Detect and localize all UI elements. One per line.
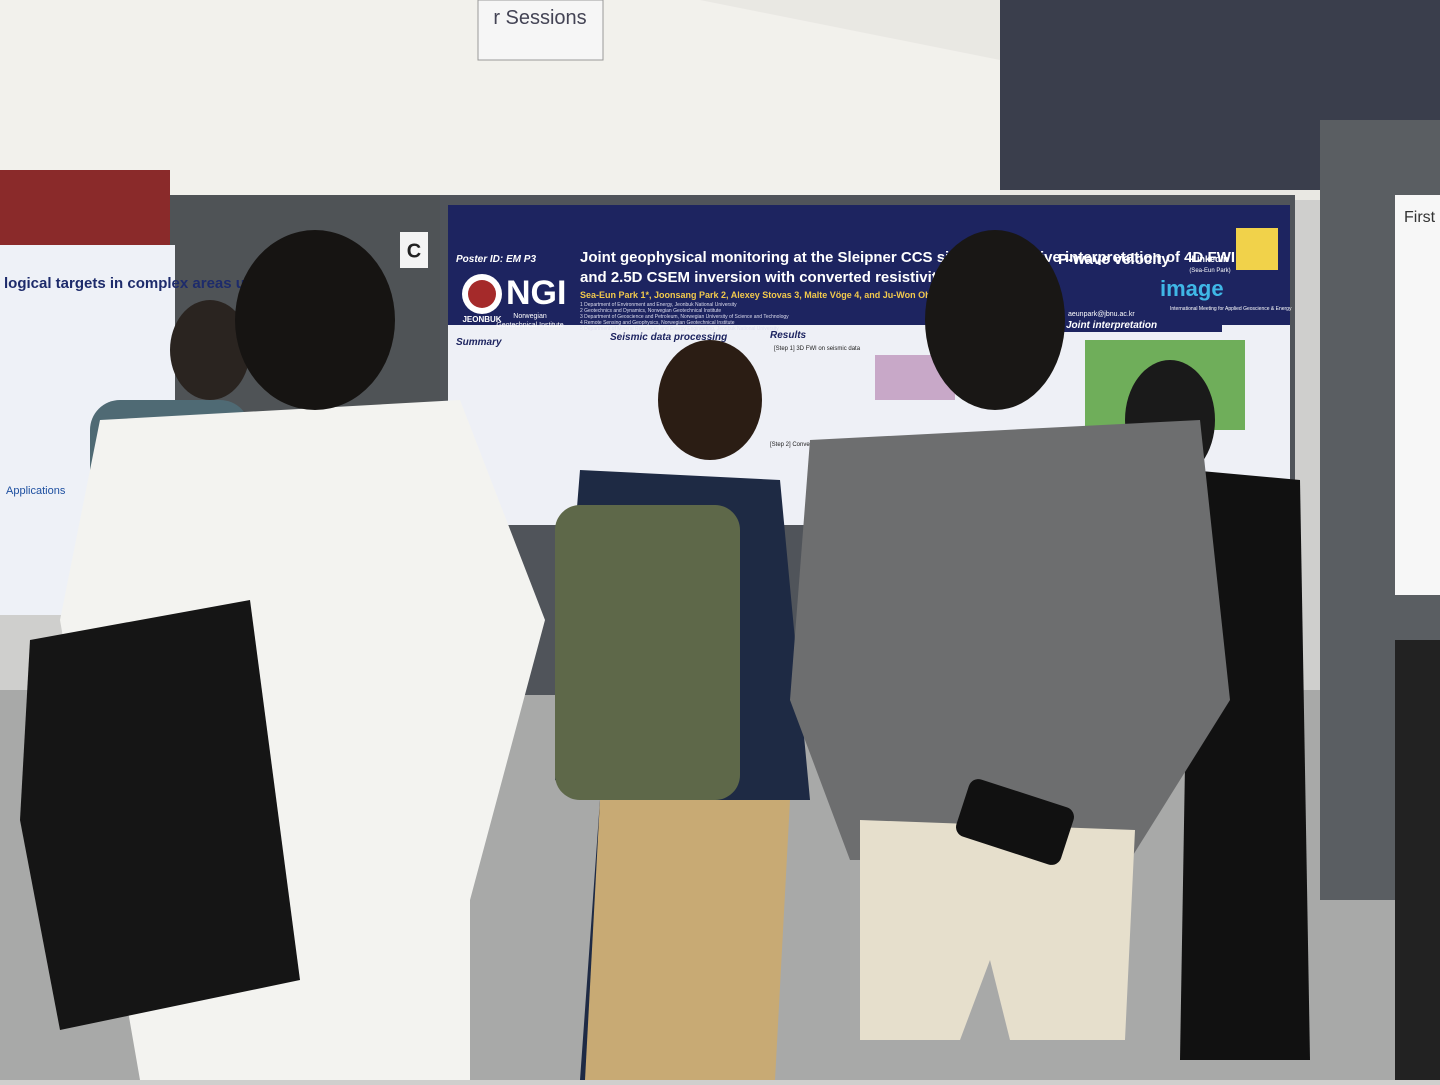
- section-header: Results: [770, 330, 807, 341]
- board-label: [400, 232, 428, 268]
- person-shorts: [860, 820, 1135, 1040]
- section-bar: [1062, 318, 1222, 332]
- section-header: Seismic data processing: [610, 332, 727, 343]
- right-poster-title: First: [1404, 209, 1436, 226]
- person-head: [170, 300, 250, 400]
- affiliation: 5 Department of Mineral Resources and En…: [580, 326, 779, 332]
- poster-title: ive interpretation of 4D FWI: [1040, 249, 1235, 266]
- affiliation: 1 Department of Environment and Energy, …: [580, 302, 737, 308]
- poster-title: and 2.5D CSEM inversion with converted r…: [580, 269, 963, 286]
- institute-logo: NGI: [506, 274, 566, 312]
- person-trousers: [585, 800, 790, 1080]
- conference-sub: International Meeting for Applied Geosci…: [1170, 306, 1292, 312]
- poster-id: Poster ID: EM P3: [456, 254, 536, 265]
- linkedin-name: (Sea-Eun Park): [1189, 268, 1230, 274]
- left-poster-section: Applications: [6, 485, 66, 497]
- left-poster-title: logical targets in complex areas using: [4, 275, 276, 292]
- board-letter: C: [407, 240, 421, 262]
- authors: Sea-Eun Park 1*, Joonsang Park 2, Alexey…: [580, 290, 946, 300]
- section-header: Summary: [456, 337, 502, 348]
- poster-header: [448, 205, 1290, 325]
- person-sweater: [790, 420, 1230, 860]
- conference-logo: image: [1160, 276, 1224, 301]
- institute-name: Norwegian: [513, 313, 547, 320]
- qr-code: [1236, 228, 1278, 270]
- affiliation: 2 Geotechnics and Dynamics, Norwegian Ge…: [580, 308, 721, 314]
- phone: [956, 779, 1074, 865]
- people: [20, 230, 1440, 1080]
- backpack: [20, 600, 300, 1030]
- person-head: [235, 230, 395, 410]
- poster-title: Joint geophysical monitoring at the Slei…: [580, 249, 998, 266]
- ceiling-slab: [0, 0, 1000, 200]
- university: JEONBUK: [462, 315, 501, 324]
- person-head: [658, 340, 762, 460]
- pole: [1395, 640, 1440, 1080]
- institute-name: Geotechnical Institute: [496, 322, 563, 329]
- poster-title: P-wave velocity: [1058, 251, 1170, 268]
- right-poster: [1395, 195, 1440, 595]
- session-sign: [477, 0, 604, 61]
- university-logo-inner: [468, 280, 496, 308]
- session-sign-text: r Sessions: [493, 7, 586, 29]
- affiliation: 4 Remote Sensing and Geophysics, Norwegi…: [580, 320, 735, 326]
- person-head: [925, 230, 1065, 410]
- section-header: Joint interpretation: [1066, 320, 1157, 331]
- step-title: [Step 1] 3D FWI on seismic data: [774, 346, 861, 352]
- backpack: [555, 505, 740, 800]
- linkedin: LinkedIn: [1191, 254, 1228, 264]
- email: aeunpark@jbnu.ac.kr: [1068, 311, 1135, 318]
- affiliation: 3 Department of Geoscience and Petroleum…: [580, 314, 789, 320]
- back-wall: [0, 170, 170, 250]
- affiliations: 1 Department of Environment and Energy, …: [580, 302, 789, 332]
